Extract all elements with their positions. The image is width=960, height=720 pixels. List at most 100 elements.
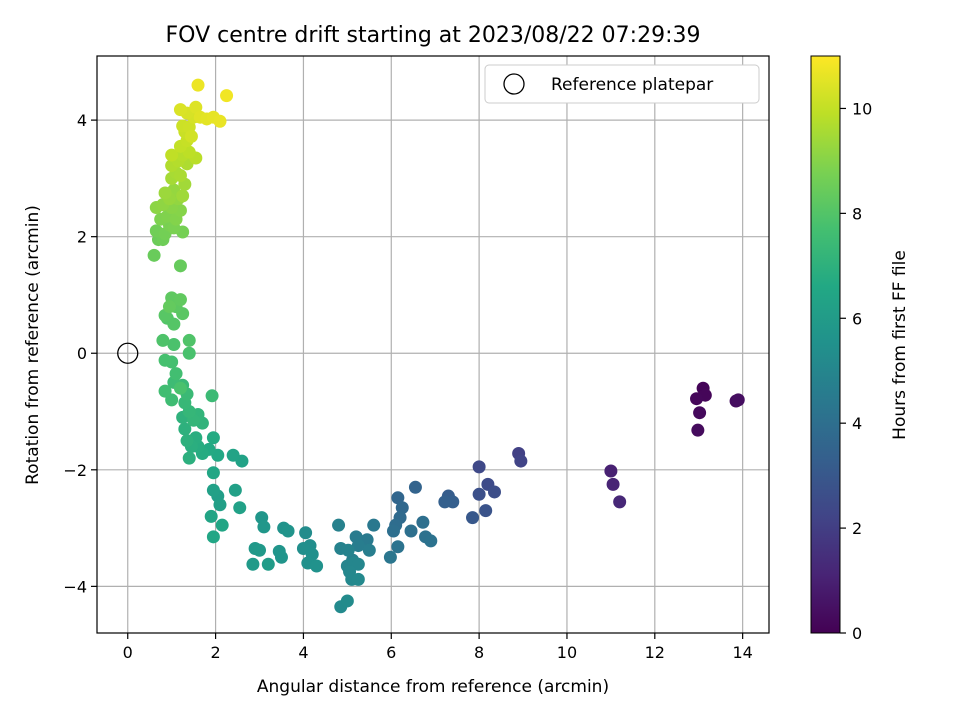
colorbar-label: Hours from first FF file: [890, 250, 910, 440]
data-point-135: [176, 189, 190, 203]
data-point-134: [158, 186, 172, 200]
data-point-41: [341, 543, 355, 557]
data-point-108: [167, 317, 181, 331]
plot-frame: [96, 55, 770, 634]
legend: Reference platepar: [484, 64, 760, 104]
data-point-44: [351, 557, 365, 571]
data-point-20: [438, 495, 452, 509]
data-point-61: [257, 520, 271, 534]
chart-title: FOV centre drift starting at 2023/08/22 …: [166, 23, 701, 48]
data-point-8: [606, 477, 620, 491]
x-axis-ticks: 0 2 4 6 8 10 12 14: [123, 633, 753, 662]
data-point-105: [156, 333, 170, 347]
data-point-30: [424, 534, 438, 548]
data-point-103: [182, 346, 196, 360]
data-point-6: [731, 393, 745, 407]
data-point-50: [299, 526, 313, 540]
data-point-59: [274, 550, 288, 564]
y-tick-label-0: −4: [63, 577, 87, 596]
data-point-12: [472, 460, 486, 474]
x-tick-label-2: 4: [298, 643, 308, 662]
data-point-14: [487, 485, 501, 499]
data-point-4: [691, 423, 705, 437]
data-point-99: [169, 367, 183, 381]
data-point-86: [178, 422, 192, 436]
data-point-115: [173, 259, 187, 273]
data-point-49: [340, 594, 354, 608]
colorbar-ticks: 0 2 4 6 8 10: [840, 99, 872, 643]
data-point-104: [167, 338, 181, 351]
colorbar-gradient: [810, 55, 841, 634]
data-point-16: [479, 504, 493, 518]
x-tick-label-1: 2: [210, 643, 220, 662]
colorbar: 0 2 4 6 8 10 Hours from first FF file: [810, 55, 910, 643]
data-point-11: [514, 454, 528, 468]
data-point-84: [182, 451, 196, 465]
data-point-64: [246, 557, 260, 571]
data-point-17: [466, 511, 480, 525]
data-point-76: [206, 466, 220, 480]
reference-marker: [117, 342, 139, 364]
legend-entry-reference: Reference platepar: [551, 75, 713, 95]
x-tick-label-4: 8: [474, 643, 484, 662]
x-tick-label-0: 0: [123, 643, 133, 662]
data-point-7: [604, 464, 618, 478]
y-tick-label-3: 2: [77, 228, 87, 247]
data-points: [147, 78, 745, 614]
grid: [97, 56, 769, 633]
data-point-95: [205, 389, 219, 403]
data-point-2: [690, 392, 704, 406]
data-point-26: [386, 524, 400, 538]
colorbar-tick-label-2: 4: [852, 414, 862, 433]
data-point-3: [693, 406, 707, 420]
colorbar-tick-label-5: 10: [852, 99, 872, 118]
data-point-101: [158, 353, 172, 367]
data-point-15: [472, 487, 486, 501]
data-point-57: [281, 524, 295, 538]
colorbar-tick-label-3: 6: [852, 309, 862, 328]
data-point-106: [182, 333, 196, 347]
data-point-47: [351, 572, 365, 586]
data-point-116: [147, 248, 161, 262]
x-axis-label: Angular distance from reference (arcmin): [257, 677, 609, 697]
data-point-102: [173, 381, 187, 395]
data-point-33: [367, 518, 381, 532]
data-point-36: [351, 539, 365, 553]
y-axis-ticks: −4 −2 0 2 4: [63, 111, 97, 596]
data-point-39: [332, 518, 346, 532]
data-point-156: [189, 100, 203, 114]
data-point-9: [613, 495, 627, 509]
colorbar-tick-label-1: 2: [852, 519, 862, 538]
data-point-85: [180, 434, 194, 448]
x-tick-label-3: 6: [386, 643, 396, 662]
data-point-146: [165, 148, 179, 162]
data-point-68: [206, 483, 220, 497]
legend-box: [484, 64, 760, 104]
colorbar-tick-label-0: 0: [852, 624, 862, 643]
x-tick-label-6: 12: [645, 643, 665, 662]
colorbar-tick-label-4: 8: [852, 204, 862, 223]
data-point-55: [310, 559, 324, 573]
reference-point: [117, 342, 139, 364]
data-point-70: [233, 501, 247, 515]
data-point-98: [158, 384, 172, 398]
data-point-73: [204, 509, 218, 523]
x-tick-label-5: 10: [557, 643, 577, 662]
data-point-155: [173, 103, 187, 117]
data-point-28: [404, 524, 418, 538]
legend-marker: [503, 73, 525, 95]
data-point-69: [228, 483, 242, 497]
y-tick-label-1: −2: [63, 461, 87, 480]
data-point-21: [408, 480, 422, 494]
data-point-79: [206, 431, 220, 445]
data-point-161: [191, 78, 205, 92]
data-point-63: [253, 543, 267, 557]
data-point-67: [213, 498, 227, 512]
data-point-139: [173, 168, 187, 182]
data-point-31: [391, 540, 405, 554]
data-point-114: [162, 300, 176, 314]
x-tick-label-7: 14: [732, 643, 752, 662]
data-point-74: [215, 518, 229, 532]
data-point-152: [184, 129, 198, 143]
